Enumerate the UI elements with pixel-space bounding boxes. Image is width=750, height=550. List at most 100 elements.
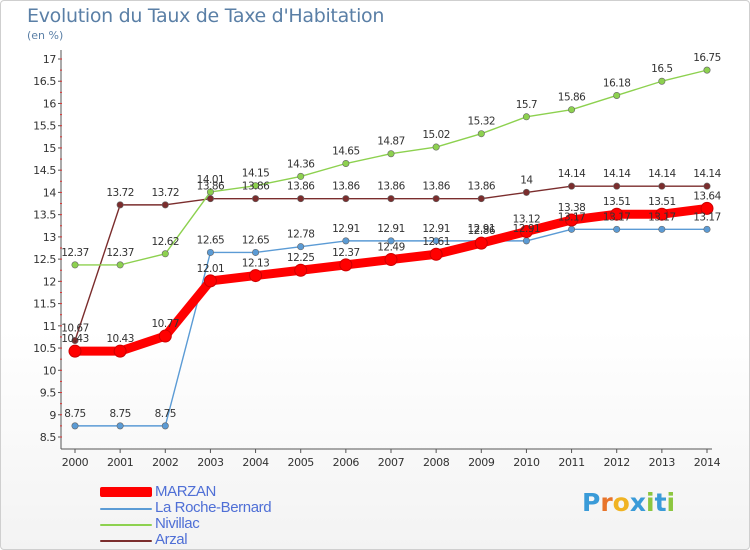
data-point xyxy=(565,213,579,227)
data-label: 14.01 xyxy=(197,174,225,186)
data-point xyxy=(158,329,172,343)
x-tick-label: 2005 xyxy=(288,456,315,469)
y-tick-label: 9 xyxy=(49,409,56,422)
data-point xyxy=(477,195,485,203)
x-tick-label: 2009 xyxy=(468,456,495,469)
data-label: 13.12 xyxy=(513,214,541,226)
data-point xyxy=(342,160,350,168)
data-label: 13.51 xyxy=(603,196,631,208)
data-point xyxy=(474,236,488,250)
data-label: 13.86 xyxy=(468,181,496,193)
chart-title: Evolution du Taux de Taxe d'Habitation xyxy=(27,5,385,27)
legend-label-arzal: Arzal xyxy=(155,531,188,548)
data-label: 8.75 xyxy=(155,408,176,420)
data-label: 12.13 xyxy=(242,258,270,270)
y-tick-label: 15 xyxy=(43,142,57,155)
data-point xyxy=(249,269,263,283)
data-label: 12.37 xyxy=(61,247,89,259)
data-point xyxy=(522,237,530,245)
data-point xyxy=(116,422,124,430)
data-point xyxy=(203,274,217,288)
data-label: 10.43 xyxy=(61,333,89,345)
data-point xyxy=(161,201,169,209)
legend-label-la-roche-bernard: La Roche-Bernard xyxy=(155,499,272,516)
x-tick-label: 2004 xyxy=(242,456,269,469)
data-label: 13.86 xyxy=(377,181,405,193)
data-point xyxy=(522,113,530,121)
data-label: 15.02 xyxy=(422,129,450,141)
data-label: 14.14 xyxy=(558,168,586,180)
logo-letter: o xyxy=(612,488,630,517)
data-point xyxy=(71,261,79,269)
data-label: 16.75 xyxy=(693,52,721,64)
data-point xyxy=(658,182,666,190)
data-label: 14.14 xyxy=(603,168,631,180)
data-point xyxy=(252,195,260,203)
data-label: 12.91 xyxy=(422,223,450,235)
legend-label-nivillac: Nivillac xyxy=(155,515,200,532)
legend-swatch-arzal xyxy=(100,540,152,542)
data-point xyxy=(71,336,79,344)
data-point xyxy=(703,182,711,190)
x-tick-label: 2000 xyxy=(62,456,89,469)
data-point xyxy=(568,106,576,114)
data-label: 14.87 xyxy=(377,136,405,148)
data-point xyxy=(703,225,711,233)
data-point xyxy=(206,188,214,196)
data-label: 13.86 xyxy=(332,181,360,193)
legend-swatch-nivillac xyxy=(100,524,152,526)
data-point xyxy=(252,248,260,256)
data-point xyxy=(113,344,127,358)
data-label: 15.7 xyxy=(516,99,537,111)
y-tick-label: 9.5 xyxy=(40,387,57,400)
data-point xyxy=(519,225,533,239)
data-point xyxy=(613,225,621,233)
data-point xyxy=(477,130,485,138)
y-tick-label: 13 xyxy=(43,231,57,244)
x-tick-label: 2003 xyxy=(197,456,224,469)
legend-item-nivillac: Nivillac xyxy=(100,515,360,532)
data-label: 13.17 xyxy=(693,211,721,223)
data-point xyxy=(384,253,398,267)
data-label: 13.17 xyxy=(648,211,676,223)
data-label: 14.36 xyxy=(287,158,315,170)
data-point xyxy=(294,263,308,277)
data-point xyxy=(613,182,621,190)
data-label: 13.72 xyxy=(106,187,134,199)
x-tick-label: 2012 xyxy=(604,456,630,469)
data-label: 13.51 xyxy=(648,196,676,208)
data-point xyxy=(429,247,443,261)
data-point xyxy=(658,77,666,85)
data-label: 15.86 xyxy=(558,92,586,104)
data-label: 12.91 xyxy=(332,223,360,235)
x-tick-label: 2001 xyxy=(107,456,133,469)
data-label: 12.91 xyxy=(468,223,496,235)
y-tick-label: 14 xyxy=(43,186,57,199)
data-label: 12.91 xyxy=(513,223,541,235)
data-point xyxy=(342,195,350,203)
x-tick-label: 2013 xyxy=(649,456,676,469)
data-point xyxy=(432,143,440,151)
data-label: 15.32 xyxy=(468,116,496,128)
data-label: 10.43 xyxy=(106,333,134,345)
data-point xyxy=(610,207,624,221)
data-label: 10.77 xyxy=(152,318,180,330)
y-tick-label: 15.5 xyxy=(33,120,56,133)
logo-letter: r xyxy=(600,488,613,517)
data-point xyxy=(206,248,214,256)
data-label: 14.15 xyxy=(242,168,270,180)
data-point xyxy=(297,195,305,203)
data-label: 10.67 xyxy=(61,322,89,334)
x-tick-label: 2007 xyxy=(378,456,405,469)
data-label: 12.78 xyxy=(287,229,315,241)
data-label: 14 xyxy=(520,174,533,186)
y-tick-label: 12.5 xyxy=(33,253,56,266)
data-label: 14.14 xyxy=(648,168,676,180)
x-tick-label: 2008 xyxy=(423,456,450,469)
data-point xyxy=(116,261,124,269)
legend: MARZAN La Roche-Bernard Nivillac Arzal xyxy=(100,483,360,548)
data-label: 13.86 xyxy=(287,181,315,193)
data-point xyxy=(703,66,711,74)
